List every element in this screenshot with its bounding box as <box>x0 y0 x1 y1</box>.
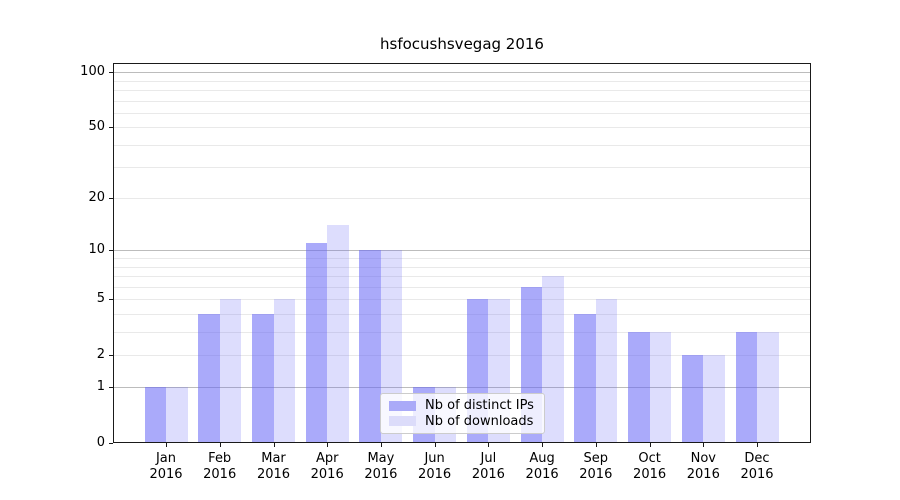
gridline-y-8 <box>113 266 811 268</box>
bar-downloads-apr <box>327 225 349 443</box>
gridline-y-80 <box>113 89 811 91</box>
y-tick-label-2: 2 <box>96 346 105 362</box>
y-tick-mark-20 <box>109 198 113 200</box>
y-tick-label-100: 100 <box>80 64 105 80</box>
gridline-y-90 <box>113 80 811 82</box>
bar-distinct-ips-nov <box>681 354 704 443</box>
x-tick-mark-9 <box>649 443 651 447</box>
x-tick-mark-11 <box>757 443 758 447</box>
gridlines-layer <box>113 63 811 443</box>
bar-distinct-ips-mar <box>252 313 274 443</box>
x-tick-label-oct: Oct 2016 <box>633 451 667 482</box>
gridline-y-7 <box>113 275 811 277</box>
x-tick-label-jan: Jan 2016 <box>149 451 183 482</box>
legend-item-downloads: Nb of downloads <box>389 414 536 429</box>
gridline-y-70 <box>113 100 811 102</box>
y-tick-label-10: 10 <box>88 242 105 258</box>
legend-label-distinct-ips: Nb of distinct IPs <box>425 398 534 414</box>
y-tick-label-20: 20 <box>88 190 105 206</box>
x-tick-mark-0 <box>166 443 167 447</box>
bar-downloads-nov <box>703 354 725 443</box>
bar-downloads-mar <box>273 299 295 443</box>
legend: Nb of distinct IPs Nb of downloads <box>380 393 545 434</box>
x-tick-label-jul: Jul 2016 <box>471 451 505 482</box>
x-tick-label-dec: Dec 2016 <box>740 451 774 482</box>
bar-downloads-feb <box>219 299 242 443</box>
y-tick-mark-2 <box>109 354 113 356</box>
x-tick-mark-2 <box>273 443 275 447</box>
bar-downloads-oct <box>649 331 672 443</box>
legend-item-distinct-ips: Nb of distinct IPs <box>389 398 536 413</box>
legend-swatch-distinct-ips-icon <box>389 400 416 411</box>
chart-title: hsfocushsvegag 2016 <box>380 35 544 53</box>
y-tick-label-0: 0 <box>96 435 105 450</box>
x-tick-label-jun: Jun 2016 <box>418 451 452 482</box>
gridline-y-100 <box>113 72 811 74</box>
y-tick-label-50: 50 <box>88 119 105 135</box>
gridline-y-10 <box>113 250 811 252</box>
y-tick-mark-0 <box>109 443 113 444</box>
bar-downloads-sep <box>595 299 618 443</box>
gridline-y-60 <box>113 112 811 114</box>
gridline-y-40 <box>113 144 811 146</box>
gridline-y-5 <box>113 299 811 300</box>
x-tick-mark-10 <box>703 443 705 447</box>
x-tick-label-aug: Aug 2016 <box>525 451 559 482</box>
x-tick-mark-5 <box>434 443 436 447</box>
x-tick-mark-3 <box>327 443 329 447</box>
x-tick-mark-1 <box>219 443 221 447</box>
y-tick-label-5: 5 <box>96 291 105 306</box>
gridline-y-3 <box>113 331 811 333</box>
x-tick-label-feb: Feb 2016 <box>203 451 237 482</box>
bar-distinct-ips-jan <box>144 387 166 443</box>
bar-distinct-ips-dec <box>735 331 757 443</box>
x-tick-label-mar: Mar 2016 <box>256 451 291 482</box>
bars-layer <box>113 63 811 443</box>
gridline-y-50 <box>113 127 811 129</box>
x-tick-label-nov: Nov 2016 <box>686 451 720 482</box>
x-tick-mark-6 <box>488 443 490 447</box>
plot-area <box>113 63 811 443</box>
gridline-y-1 <box>113 387 811 389</box>
gridline-y-6 <box>113 286 811 288</box>
bar-distinct-ips-feb <box>198 313 220 443</box>
x-tick-mark-8 <box>595 443 597 447</box>
y-tick-mark-100 <box>109 72 113 74</box>
y-tick-mark-5 <box>109 299 113 300</box>
bar-distinct-ips-sep <box>574 313 596 443</box>
gridline-y-9 <box>113 258 811 259</box>
gridline-y-4 <box>113 313 811 315</box>
y-tick-mark-1 <box>109 387 113 389</box>
gridline-y-30 <box>113 167 811 169</box>
x-tick-mark-7 <box>542 443 544 447</box>
x-tick-mark-4 <box>380 443 382 447</box>
legend-swatch-downloads-icon <box>389 416 416 427</box>
bar-downloads-jan <box>166 387 188 443</box>
x-tick-label-sep: Sep 2016 <box>579 451 613 482</box>
gridline-y-2 <box>113 354 811 356</box>
bar-downloads-dec <box>757 331 779 443</box>
bar-distinct-ips-apr <box>305 243 328 443</box>
x-tick-label-apr: Apr 2016 <box>310 451 344 482</box>
x-tick-label-may: May 2016 <box>364 451 398 482</box>
gridline-y-20 <box>113 198 811 200</box>
y-tick-mark-50 <box>109 127 113 129</box>
legend-label-downloads: Nb of downloads <box>425 413 534 429</box>
y-tick-label-1: 1 <box>96 379 105 395</box>
y-tick-mark-10 <box>109 250 113 252</box>
bar-downloads-aug <box>542 275 564 443</box>
bar-distinct-ips-oct <box>628 331 650 443</box>
bar-distinct-ips-may <box>359 250 381 443</box>
